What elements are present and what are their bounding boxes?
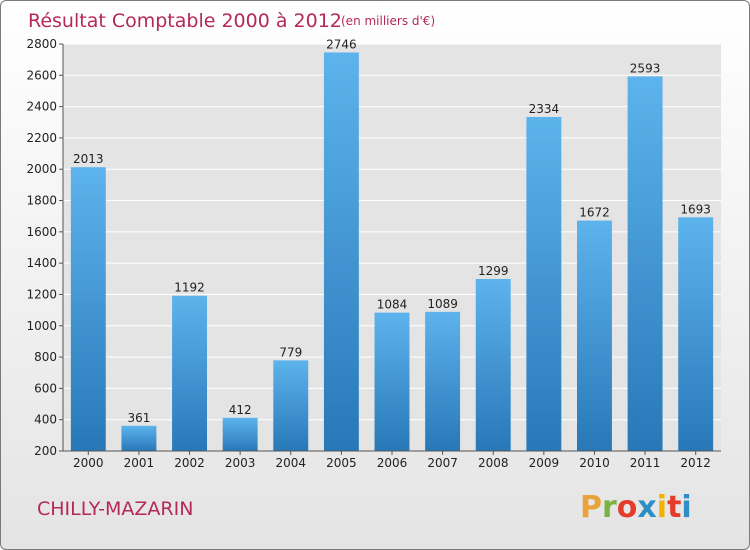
chart-subtitle: (en milliers d'€) [341,14,435,28]
x-tick-label-2005: 2005 [326,456,357,470]
y-axis-ticks: 200 400 600 800 1000 1200 1400 1600 1800 2000 2200… [26,37,63,458]
y-tick-label: 2400 [26,100,57,114]
bar-2001 [121,425,157,451]
value-label-2002: 1192 [174,281,205,295]
value-label-2003: 412 [229,403,252,417]
x-tick-label-2011: 2011 [630,456,661,470]
y-tick-label: 400 [34,413,57,427]
x-tick-label-2003: 2003 [225,456,256,470]
y-tick-label: 1000 [26,319,57,333]
x-tick-label-2008: 2008 [478,456,509,470]
bar-2003 [222,417,258,451]
y-tick-label: 2800 [26,37,57,51]
y-tick-label: 200 [34,444,57,458]
y-tick-label: 2200 [26,131,57,145]
value-label-2009: 2334 [529,102,560,116]
x-tick-label-2004: 2004 [275,456,306,470]
y-tick-label: 1800 [26,194,57,208]
x-tick-label-2007: 2007 [427,456,458,470]
bars: 2013 361 1192 412 779 2746 1084 1089 1299 2334 167… [70,37,714,452]
x-tick-label-2010: 2010 [579,456,610,470]
y-tick-label: 2600 [26,68,57,82]
value-label-2010: 1672 [579,206,610,220]
value-label-2001: 361 [127,411,150,425]
value-label-2011: 2593 [630,61,661,75]
value-label-2000: 2013 [73,152,104,166]
x-axis-ticks: 2000 2001 2002 2003 2004 2005 2006 2007 2008 2009… [73,451,711,470]
bar-2012 [678,217,714,451]
y-tick-label: 1400 [26,256,57,270]
value-label-2008: 1299 [478,264,509,278]
bar-2009 [526,116,562,451]
chart-title: Résultat Comptable 2000 à 2012 [28,10,342,32]
bar-2004 [273,360,309,451]
x-tick-label-2006: 2006 [377,456,408,470]
x-tick-label-2000: 2000 [73,456,104,470]
x-tick-label-2012: 2012 [680,456,711,470]
x-tick-label-2009: 2009 [529,456,560,470]
value-label-2006: 1084 [377,298,408,312]
bar-2010 [576,220,612,451]
x-tick-label-2001: 2001 [124,456,155,470]
bar-2005 [323,52,359,452]
y-tick-label: 1200 [26,287,57,301]
value-label-2007: 1089 [427,297,458,311]
value-label-2004: 779 [279,345,302,359]
bar-2008 [475,278,511,451]
y-tick-label: 1600 [26,225,57,239]
x-tick-label-2002: 2002 [174,456,205,470]
y-tick-label: 2000 [26,162,57,176]
place-name: CHILLY-MAZARIN [37,498,193,520]
proxiti-logo: Proxiti [580,490,692,525]
value-label-2012: 1693 [680,202,711,216]
y-tick-label: 600 [34,381,57,395]
bar-2002 [172,295,208,451]
bar-2007 [425,311,461,451]
value-label-2005: 2746 [326,37,357,51]
bar-2011 [627,76,663,451]
y-tick-label: 800 [34,350,57,364]
bar-2000 [70,167,106,451]
bar-2006 [374,312,410,451]
